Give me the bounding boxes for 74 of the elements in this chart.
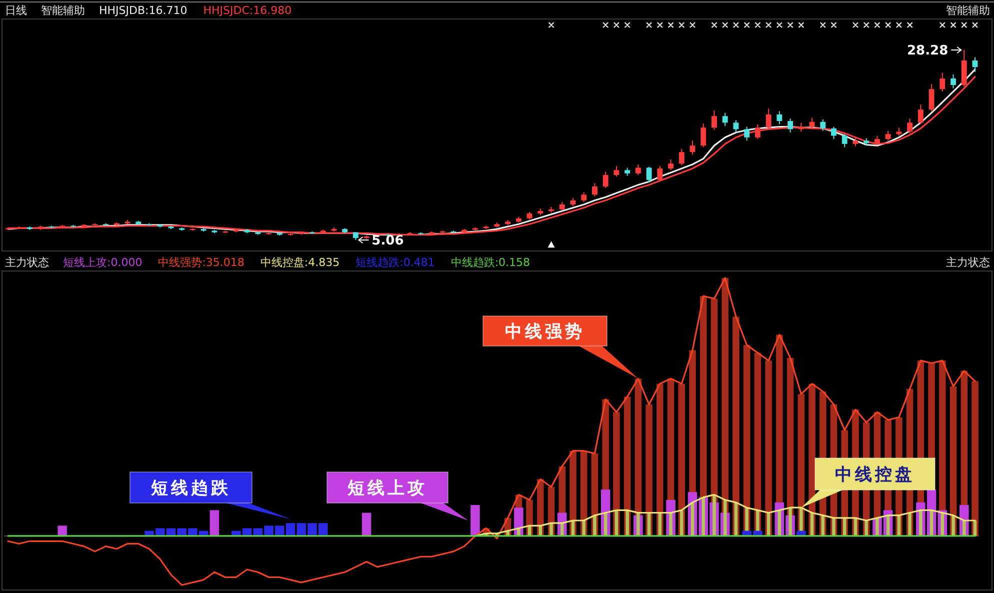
- bar: [919, 510, 922, 536]
- candlestick: [657, 166, 663, 182]
- candlestick: [874, 135, 880, 146]
- candlestick: [831, 126, 836, 140]
- annotation: 中线控盘: [835, 465, 915, 485]
- bar: [58, 526, 67, 536]
- candlestick: [678, 148, 684, 166]
- candlestick: [842, 134, 848, 148]
- bar: [712, 494, 716, 536]
- chart-title: 智能辅助: [41, 4, 85, 17]
- bar: [952, 515, 955, 536]
- candlestick: [744, 126, 750, 142]
- candlestick: [940, 72, 946, 92]
- bar: [765, 360, 772, 536]
- annotation: 28.28: [907, 44, 948, 58]
- text: 短线上攻:0.000: [63, 256, 142, 269]
- candlestick: [852, 136, 858, 147]
- bar: [680, 510, 684, 536]
- text: HHJSJDB:16.710: [99, 4, 188, 17]
- candlestick: [754, 124, 760, 140]
- candlestick: [592, 182, 598, 197]
- candlestick: [820, 118, 826, 132]
- candlestick: [950, 74, 956, 89]
- candlestick: [700, 122, 706, 148]
- candlestick: [722, 112, 728, 126]
- bar: [210, 510, 220, 536]
- candlestick: [788, 118, 794, 133]
- candlestick: [907, 118, 913, 134]
- chart-title: 智能辅助: [946, 4, 990, 17]
- annotation: 短线上攻: [346, 478, 428, 498]
- candlestick: [602, 171, 608, 189]
- bar: [702, 497, 705, 536]
- chart-title: 主力状态: [5, 256, 49, 269]
- candlestick: [712, 110, 717, 131]
- bar: [876, 518, 879, 536]
- bar: [646, 404, 652, 536]
- bar: [362, 512, 372, 536]
- bar: [972, 381, 978, 536]
- text: 中线趋跌:0.158: [450, 256, 530, 269]
- candlestick: [635, 164, 641, 176]
- bar: [678, 384, 686, 536]
- candlestick: [885, 130, 891, 142]
- text: HHJSJDC:16.980: [203, 4, 292, 17]
- annotation: 5.06: [372, 234, 404, 248]
- candlestick: [690, 140, 696, 156]
- candlestick: [614, 166, 620, 178]
- candlestick: [668, 158, 674, 171]
- candlestick: [733, 120, 739, 133]
- candlestick: [928, 84, 934, 112]
- bar: [788, 508, 792, 536]
- bar: [636, 512, 640, 536]
- bar: [908, 512, 912, 536]
- bar: [669, 512, 672, 536]
- text: 中线强势:35.018: [158, 256, 244, 269]
- candlestick: [776, 110, 782, 125]
- candlestick: [581, 192, 587, 203]
- bar: [470, 505, 480, 536]
- chart-title: 主力状态: [946, 256, 990, 269]
- bar: [656, 384, 664, 536]
- candlestick: [809, 117, 815, 129]
- candlestick: [972, 56, 978, 72]
- bar: [950, 386, 957, 536]
- annotation: 中线强势: [505, 322, 585, 342]
- text: 中线控盘:4.835: [260, 256, 340, 269]
- bar: [832, 518, 836, 536]
- bar: [732, 316, 740, 536]
- annotation: 短线趋跌: [150, 478, 231, 498]
- candlestick: [918, 104, 924, 125]
- candlestick: [646, 166, 652, 183]
- chart-subtitle: 日线: [5, 4, 27, 17]
- text: 短线趋跌:0.481: [356, 256, 435, 269]
- bar: [626, 510, 629, 536]
- candlestick: [766, 108, 772, 130]
- bar: [593, 515, 596, 536]
